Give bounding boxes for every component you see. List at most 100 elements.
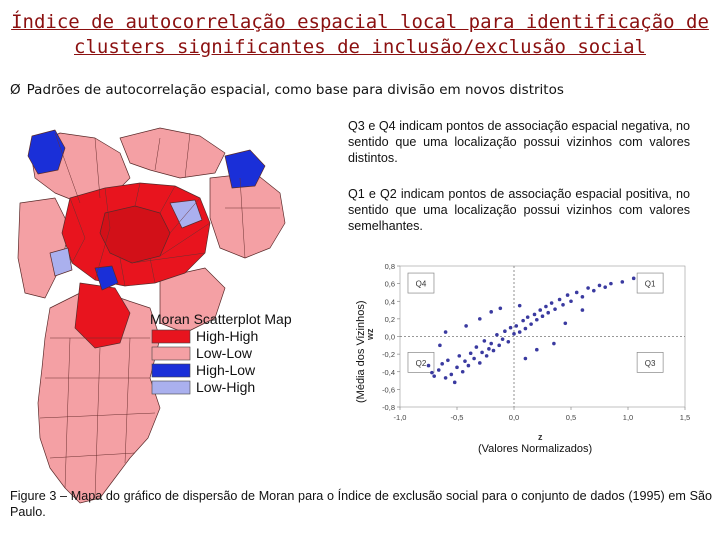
map-legend: Moran Scatterplot Map High-High Low-Low …: [150, 311, 292, 395]
map-region-s-blue: [94, 265, 119, 291]
quadrant-label: Q4: [416, 280, 427, 289]
map-region-nw-blue: [27, 129, 66, 175]
scatter-point: [538, 308, 543, 312]
quadrant-label: Q1: [645, 280, 656, 289]
quadrant-label-box: Q4: [407, 272, 435, 294]
scatter-point: [446, 358, 450, 363]
bullet-point: Ø Padrões de autocorrelação espacial, com…: [10, 82, 564, 98]
scatter-point: [540, 314, 545, 319]
scatter-point: [569, 299, 573, 304]
figure-caption: Figure 3 – Mapa do gráfico de dispersão …: [10, 489, 712, 519]
x-tick-label: -0,5: [451, 413, 464, 422]
scatter-point: [603, 285, 607, 289]
scatter-point: [517, 303, 522, 308]
y-axis-note: (Média dos Vizinhos): [355, 300, 367, 403]
scatter-point: [426, 363, 431, 368]
scatter-point: [436, 368, 441, 372]
quadrant-label: Q2: [416, 359, 427, 368]
scatter-point: [597, 283, 602, 288]
quadrant-label-box: Q2: [407, 352, 435, 373]
map-region-lh-2: [49, 247, 73, 277]
title-line-1: Índice de autocorrelação espacial local …: [11, 11, 709, 33]
quadrant-label-box: Q3: [636, 352, 664, 373]
scatter-point: [631, 276, 636, 281]
x-axis-note: (Valores Normalizados): [478, 443, 593, 455]
legend-item-high-high: High-High: [151, 328, 258, 344]
scatter-point: [620, 280, 625, 284]
scatter-point: [484, 354, 489, 358]
scatter-point: [552, 341, 556, 346]
map-region-ne-blue: [224, 149, 266, 189]
scatter-point: [474, 345, 479, 349]
scatter-point: [482, 339, 487, 343]
y-tick-label: 0,0: [385, 333, 395, 342]
legend-label-high-high: High-High: [196, 328, 258, 344]
scatter-point: [549, 301, 554, 305]
note-q1-q2: Q1 e Q2 indicam pontos de associação esp…: [348, 187, 690, 233]
scatter-point: [430, 370, 434, 375]
scatter-point: [532, 312, 537, 317]
legend-label-high-low: High-Low: [196, 362, 256, 378]
arrow-bullet-icon: Ø: [10, 82, 21, 98]
scatter-point: [449, 372, 454, 377]
scatter-point: [500, 337, 505, 341]
quadrant-label: Q3: [645, 359, 656, 368]
scatter-point: [563, 321, 568, 326]
scatter-point: [565, 293, 570, 297]
scatter-point: [609, 281, 613, 286]
y-axis-note-text: (Média dos Vizinhos): [355, 300, 367, 403]
scatter-point: [557, 297, 562, 302]
legend-title: Moran Scatterplot Map: [150, 311, 292, 327]
scatter-point: [443, 376, 448, 380]
scatter-point: [440, 362, 444, 366]
scatter-point: [580, 308, 585, 312]
scatter-point: [514, 324, 519, 328]
scatter-point: [460, 369, 465, 374]
y-tick-label: -0,8: [382, 403, 395, 412]
y-axis-label: wz: [365, 328, 375, 341]
scatter-point: [580, 295, 585, 299]
scatter-point: [480, 350, 484, 355]
scatter-point: [432, 374, 436, 378]
map-region-southeast: [159, 267, 226, 334]
scatter-point: [478, 317, 482, 321]
x-tick-label: 0,5: [566, 413, 576, 422]
scatter-point: [512, 332, 516, 336]
legend-label-low-high: Low-High: [196, 379, 255, 395]
scatter-point: [487, 347, 491, 351]
y-tick-label: 0,4: [385, 297, 395, 306]
scatter-point: [529, 322, 533, 326]
legend-item-high-low: High-Low: [151, 362, 256, 378]
legend-item-low-low: Low-Low: [151, 345, 253, 361]
scatter-point: [523, 356, 528, 361]
scatter-point: [472, 356, 476, 361]
scatter-point: [508, 325, 513, 330]
scatter-point: [506, 339, 511, 344]
scatter-point: [535, 347, 539, 352]
map-region-southcore: [74, 282, 131, 349]
scatter-point: [452, 380, 457, 385]
scatter-point: [561, 302, 565, 307]
scatter-point: [586, 286, 590, 290]
scatter-point: [491, 348, 496, 353]
scatter-point: [489, 341, 493, 346]
y-tick-label: 0,2: [385, 315, 395, 324]
page-title: Índice de autocorrelação espacial local …: [0, 10, 720, 60]
scatter-point: [535, 317, 539, 322]
scatter-point: [498, 306, 503, 311]
scatter-point: [489, 310, 493, 314]
note-q3-q4: Q3 e Q4 indicam pontos de associação esp…: [348, 119, 690, 165]
y-tick-label: -0,2: [382, 350, 395, 359]
x-axis-label: z: [538, 432, 543, 442]
moran-scatterplot: -1,0 -0,5 0,0 0,5 1,0 1,5 0,8 0,6 0,4 0,2 0,0 -0,2 -…: [365, 262, 690, 442]
scatter-point: [468, 351, 473, 356]
y-tick-label: -0,4: [382, 368, 395, 377]
x-tick-label: -1,0: [394, 413, 407, 422]
legend-item-low-high: Low-High: [151, 379, 255, 395]
scatter-point: [478, 361, 482, 365]
map-region-east: [209, 172, 286, 259]
scatter-point: [574, 290, 579, 295]
scatter-point: [592, 288, 596, 293]
x-tick-label: 0,0: [509, 413, 519, 422]
scatter-point: [463, 359, 467, 363]
